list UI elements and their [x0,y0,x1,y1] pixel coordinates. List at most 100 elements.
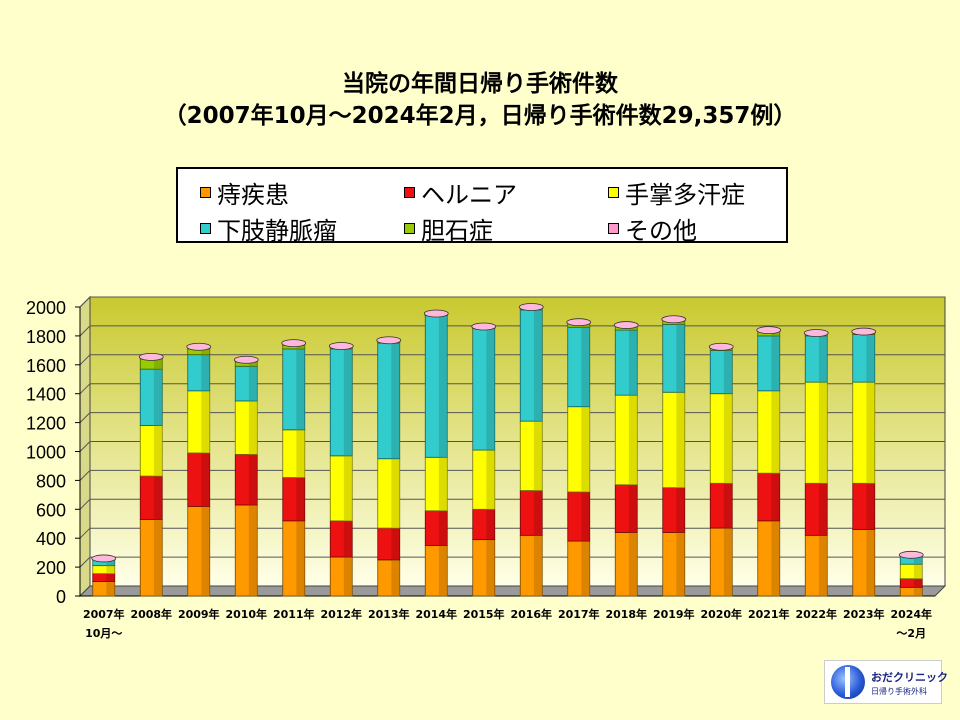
x-tick-label: 10月～ [85,627,122,640]
bar-segment-shade [676,324,685,393]
legend-item: 胆石症 [404,211,493,246]
bar-top-cap [423,309,449,318]
bar-segment-shade [201,452,210,507]
x-tick-label: 2010年 [225,607,267,621]
bar-segment-shade [153,476,163,520]
legend-swatch [404,187,415,198]
bar-segment-shade [628,330,638,396]
y-tick-label: 1800 [26,327,66,347]
bar-segment-shade [581,406,590,492]
bar-segment-shade [248,361,258,367]
chart-title: 当院の年間日帰り手術件数 [342,71,618,97]
bar-segment-shade [771,331,780,336]
bar-top-cap [613,321,639,329]
bar-segment-shade [723,393,733,484]
bar-segment-shade [723,350,733,394]
legend-label: ヘルニア [421,181,517,209]
bar-segment-shade [153,369,163,426]
bar-segment-shade [248,454,258,505]
bar-top-cap [803,329,829,337]
bar-top-cap [328,342,354,350]
gridline [79,498,945,510]
x-tick-label: 2021年 [748,607,790,621]
gridline [79,527,945,539]
bar-segment-shade [153,519,163,596]
legend-item: その他 [608,211,697,246]
bar-segment-shade [818,483,828,536]
bar-segment-shade [771,335,780,391]
bar-top-cap [566,318,592,327]
bar-segment-shade [486,450,495,510]
bar-segment-shade [866,334,875,383]
clinic-logo: おだクリニック 日帰り手術外科 [824,660,948,704]
y-tick-label: 1200 [26,414,66,434]
bar-segment-shade [438,510,448,546]
bar-segment-shade [391,559,400,596]
y-tick-label: 1400 [26,385,66,405]
bar-segment-shade [676,487,685,533]
gridline [79,325,945,337]
logo-subtitle: 日帰り手術外科 [871,687,927,696]
x-tick-label: 2013年 [368,607,410,621]
gridline [79,412,945,423]
bar-segment-shade [106,573,115,582]
bar-top-cap [91,554,117,563]
bar-stack [281,339,307,597]
bar-segment-shade [676,392,685,488]
bar-top-cap [518,303,544,311]
legend-swatch [200,223,211,234]
legend-swatch [608,187,619,198]
bar-stack [91,554,117,597]
bar-segment-shade [296,429,305,478]
x-tick-label: 2009年 [178,607,220,621]
chart-subtitle: （2007年10月～2024年2月，日帰り手術件数29,357例） [163,103,797,129]
bar-segment-shade [438,315,448,458]
x-tick-label: 2020年 [700,607,742,621]
x-tick-label: 2007年 [83,607,125,621]
legend: 痔疾患 ヘルニア 手掌多汗症下肢静脈瘤 胆石症 その他 [176,167,788,246]
x-tick-label: ～2月 [896,627,926,640]
bar-segment-shade [201,348,210,355]
bar-segment-shade [248,400,258,455]
legend-swatch [200,187,211,198]
bar-segment-shade [913,555,923,565]
bar-stack [518,303,544,597]
legend-swatch [608,223,619,234]
x-tick-label: 2024年 [890,607,932,621]
legend-label: 下肢静脈瘤 [217,217,337,245]
bar-segment-shade [866,382,875,484]
bar-stack [661,315,687,597]
bar-top-cap [138,352,164,361]
legend-item: 手掌多汗症 [608,175,745,210]
bar-segment-shade [343,348,353,456]
y-tick-label: 200 [36,558,66,578]
bar-top-cap [471,322,497,331]
y-tick-label: 600 [36,500,66,520]
bar-stack [423,309,449,597]
bar-segment-shade [533,309,543,422]
x-tick-label: 2014年 [415,607,457,621]
bar-stack [803,329,829,597]
bar-segment-shade [248,366,258,401]
bar-top-cap [661,315,687,324]
bar-segment-shade [106,559,115,566]
x-tick-label: 2019年 [653,607,695,621]
bar-segment-shade [343,556,353,596]
y-tick-label: 1000 [26,443,66,463]
bar-segment-shade [438,545,448,596]
gridline [79,556,945,568]
bar-segment-shade [818,382,828,484]
bar-stack [138,352,164,597]
bar-segment-shade [628,532,638,596]
legend-label: 痔疾患 [217,181,289,209]
bar-segment-shade [153,425,163,477]
bar-stack [376,336,402,597]
bar-segment-shade [201,354,210,391]
gridline [79,383,945,395]
bar-segment-shade [201,390,210,453]
legend-item: 痔疾患 [200,175,289,210]
bar-segment-shade [628,484,638,533]
logo-mark-bar [845,667,850,697]
bar-segment-shade [438,457,448,511]
